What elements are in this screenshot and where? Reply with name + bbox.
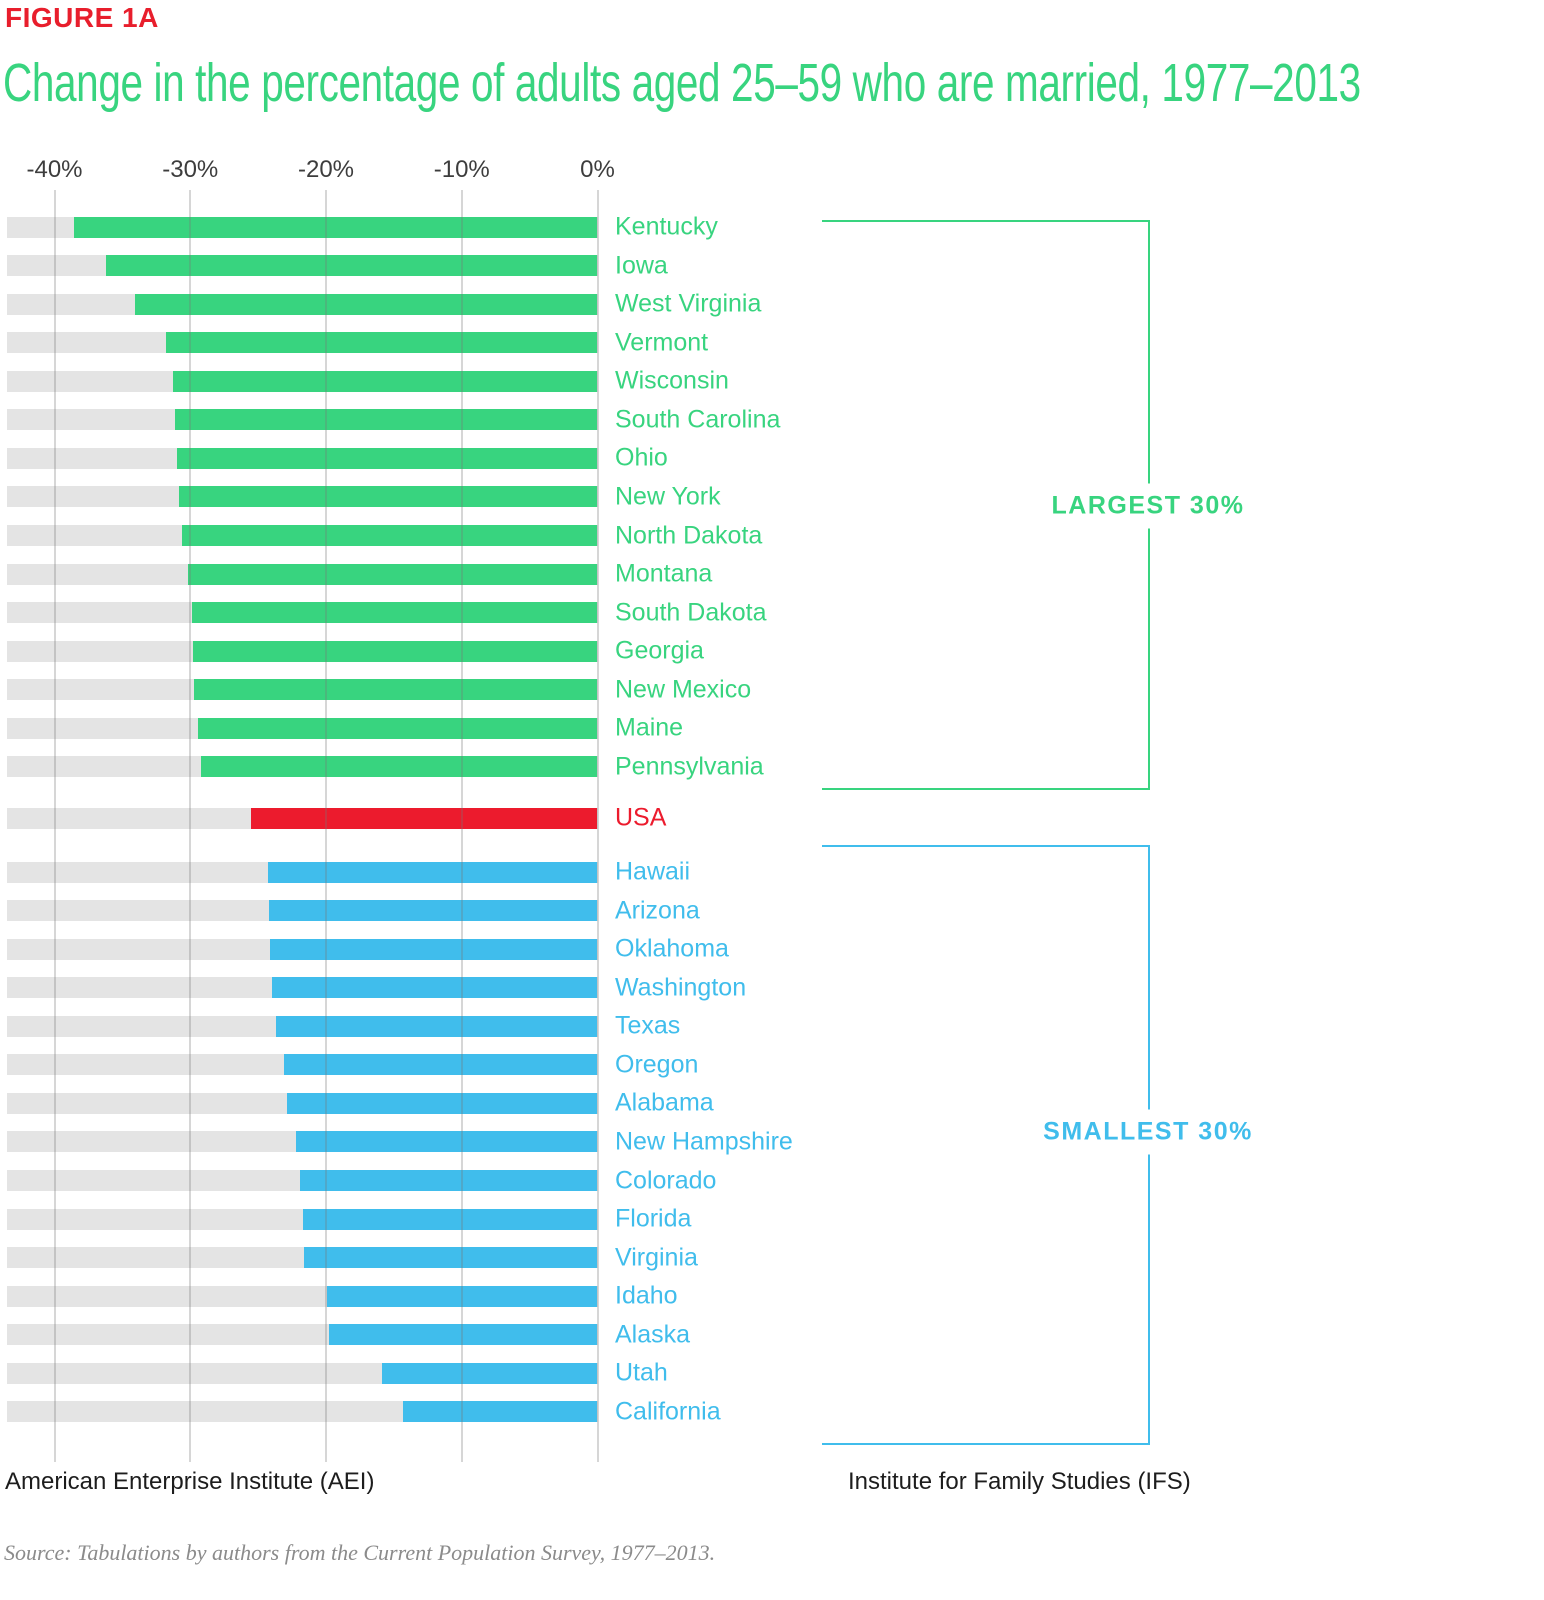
bar-label-alabama: Alabama (615, 1088, 714, 1117)
bar-colorado (300, 1170, 598, 1192)
figure-number-label: FIGURE 1A (5, 2, 159, 33)
bar-montana (187, 563, 598, 585)
smallest-30-label: SMALLEST 30% (1029, 1109, 1267, 1155)
bar-pennsylvania (201, 756, 598, 778)
bar-arizona (268, 900, 598, 922)
x-tick-label--20pct: -20% (297, 156, 355, 183)
bar-label-iowa: Iowa (615, 251, 668, 280)
bar-vermont (165, 332, 598, 354)
bar-label-washington: Washington (615, 973, 747, 1002)
gridline (53, 190, 56, 1462)
x-tick-label--10pct: -10% (433, 156, 490, 183)
bar-label-california: California (615, 1397, 721, 1426)
bar-texas (275, 1015, 598, 1037)
bar-label-idaho: Idaho (615, 1281, 678, 1310)
bar-north-dakota (182, 525, 598, 547)
bar-new-york (179, 486, 598, 508)
bar-oklahoma (270, 938, 598, 960)
bar-label-kentucky: Kentucky (615, 212, 718, 241)
largest-30-label: LARGEST 30% (1037, 483, 1259, 529)
bar-south-dakota (191, 602, 598, 624)
bar-label-virginia: Virginia (615, 1243, 698, 1272)
bar-kentucky (73, 216, 598, 238)
bar-label-south-dakota: South Dakota (615, 598, 767, 627)
gridline (596, 190, 599, 1462)
bar-label-new-hampshire: New Hampshire (615, 1127, 793, 1156)
bar-label-texas: Texas (615, 1011, 681, 1040)
bar-washington (271, 977, 598, 999)
bar-label-arizona: Arizona (615, 896, 700, 925)
bar-label-florida: Florida (615, 1204, 692, 1233)
bar-label-usa: USA (615, 803, 667, 832)
bar-georgia (192, 640, 598, 662)
bar-virginia (304, 1247, 598, 1269)
bar-label-west-virginia: West Virginia (615, 289, 762, 318)
bar-maine (198, 717, 598, 739)
aei-attribution: American Enterprise Institute (AEI) (5, 1468, 375, 1495)
x-tick-label--30pct: -30% (162, 156, 219, 183)
gridline (325, 190, 327, 1462)
ifs-attribution: Institute for Family Studies (IFS) (848, 1468, 1191, 1495)
bar-label-wisconsin: Wisconsin (615, 366, 729, 395)
bar-label-oregon: Oregon (615, 1050, 699, 1079)
bar-label-pennsylvania: Pennsylvania (615, 752, 764, 781)
bar-label-south-carolina: South Carolina (615, 405, 781, 434)
bar-label-vermont: Vermont (615, 328, 709, 357)
bar-california (403, 1401, 598, 1423)
bar-new-mexico (194, 679, 598, 701)
bar-west-virginia (134, 293, 598, 315)
bar-wisconsin (172, 370, 598, 392)
bar-label-new-mexico: New Mexico (615, 675, 752, 704)
bar-hawaii (267, 861, 598, 883)
bar-label-utah: Utah (615, 1358, 668, 1387)
bar-label-georgia: Georgia (615, 636, 704, 665)
bar-south-carolina (175, 409, 598, 431)
bar-label-maine: Maine (615, 713, 684, 742)
bar-alabama (286, 1092, 598, 1114)
bar-alaska (328, 1324, 598, 1346)
bar-iowa (106, 255, 598, 277)
bar-label-north-dakota: North Dakota (615, 521, 763, 550)
x-tick-label--40pct: -40% (26, 156, 83, 183)
bar-label-colorado: Colorado (615, 1166, 717, 1195)
bar-label-alaska: Alaska (615, 1320, 691, 1349)
bar-florida (302, 1208, 598, 1230)
gridline (460, 190, 463, 1462)
bar-label-ohio: Ohio (615, 443, 668, 472)
bar-utah (381, 1362, 598, 1384)
bar-oregon (283, 1054, 598, 1076)
bar-label-oklahoma: Oklahoma (615, 934, 729, 963)
bar-label-hawaii: Hawaii (615, 857, 691, 886)
bar-usa (251, 807, 598, 829)
source-note: Source: Tabulations by authors from the … (4, 1540, 716, 1565)
x-tick-label-0pct: 0% (580, 156, 615, 183)
chart-title: Change in the percentage of adults aged … (3, 53, 1361, 113)
bar-label-new-york: New York (615, 482, 721, 511)
bar-label-montana: Montana (615, 559, 713, 588)
bar-new-hampshire (296, 1131, 598, 1153)
bar-idaho (327, 1285, 598, 1307)
bar-ohio (176, 447, 598, 469)
gridline (189, 190, 192, 1462)
